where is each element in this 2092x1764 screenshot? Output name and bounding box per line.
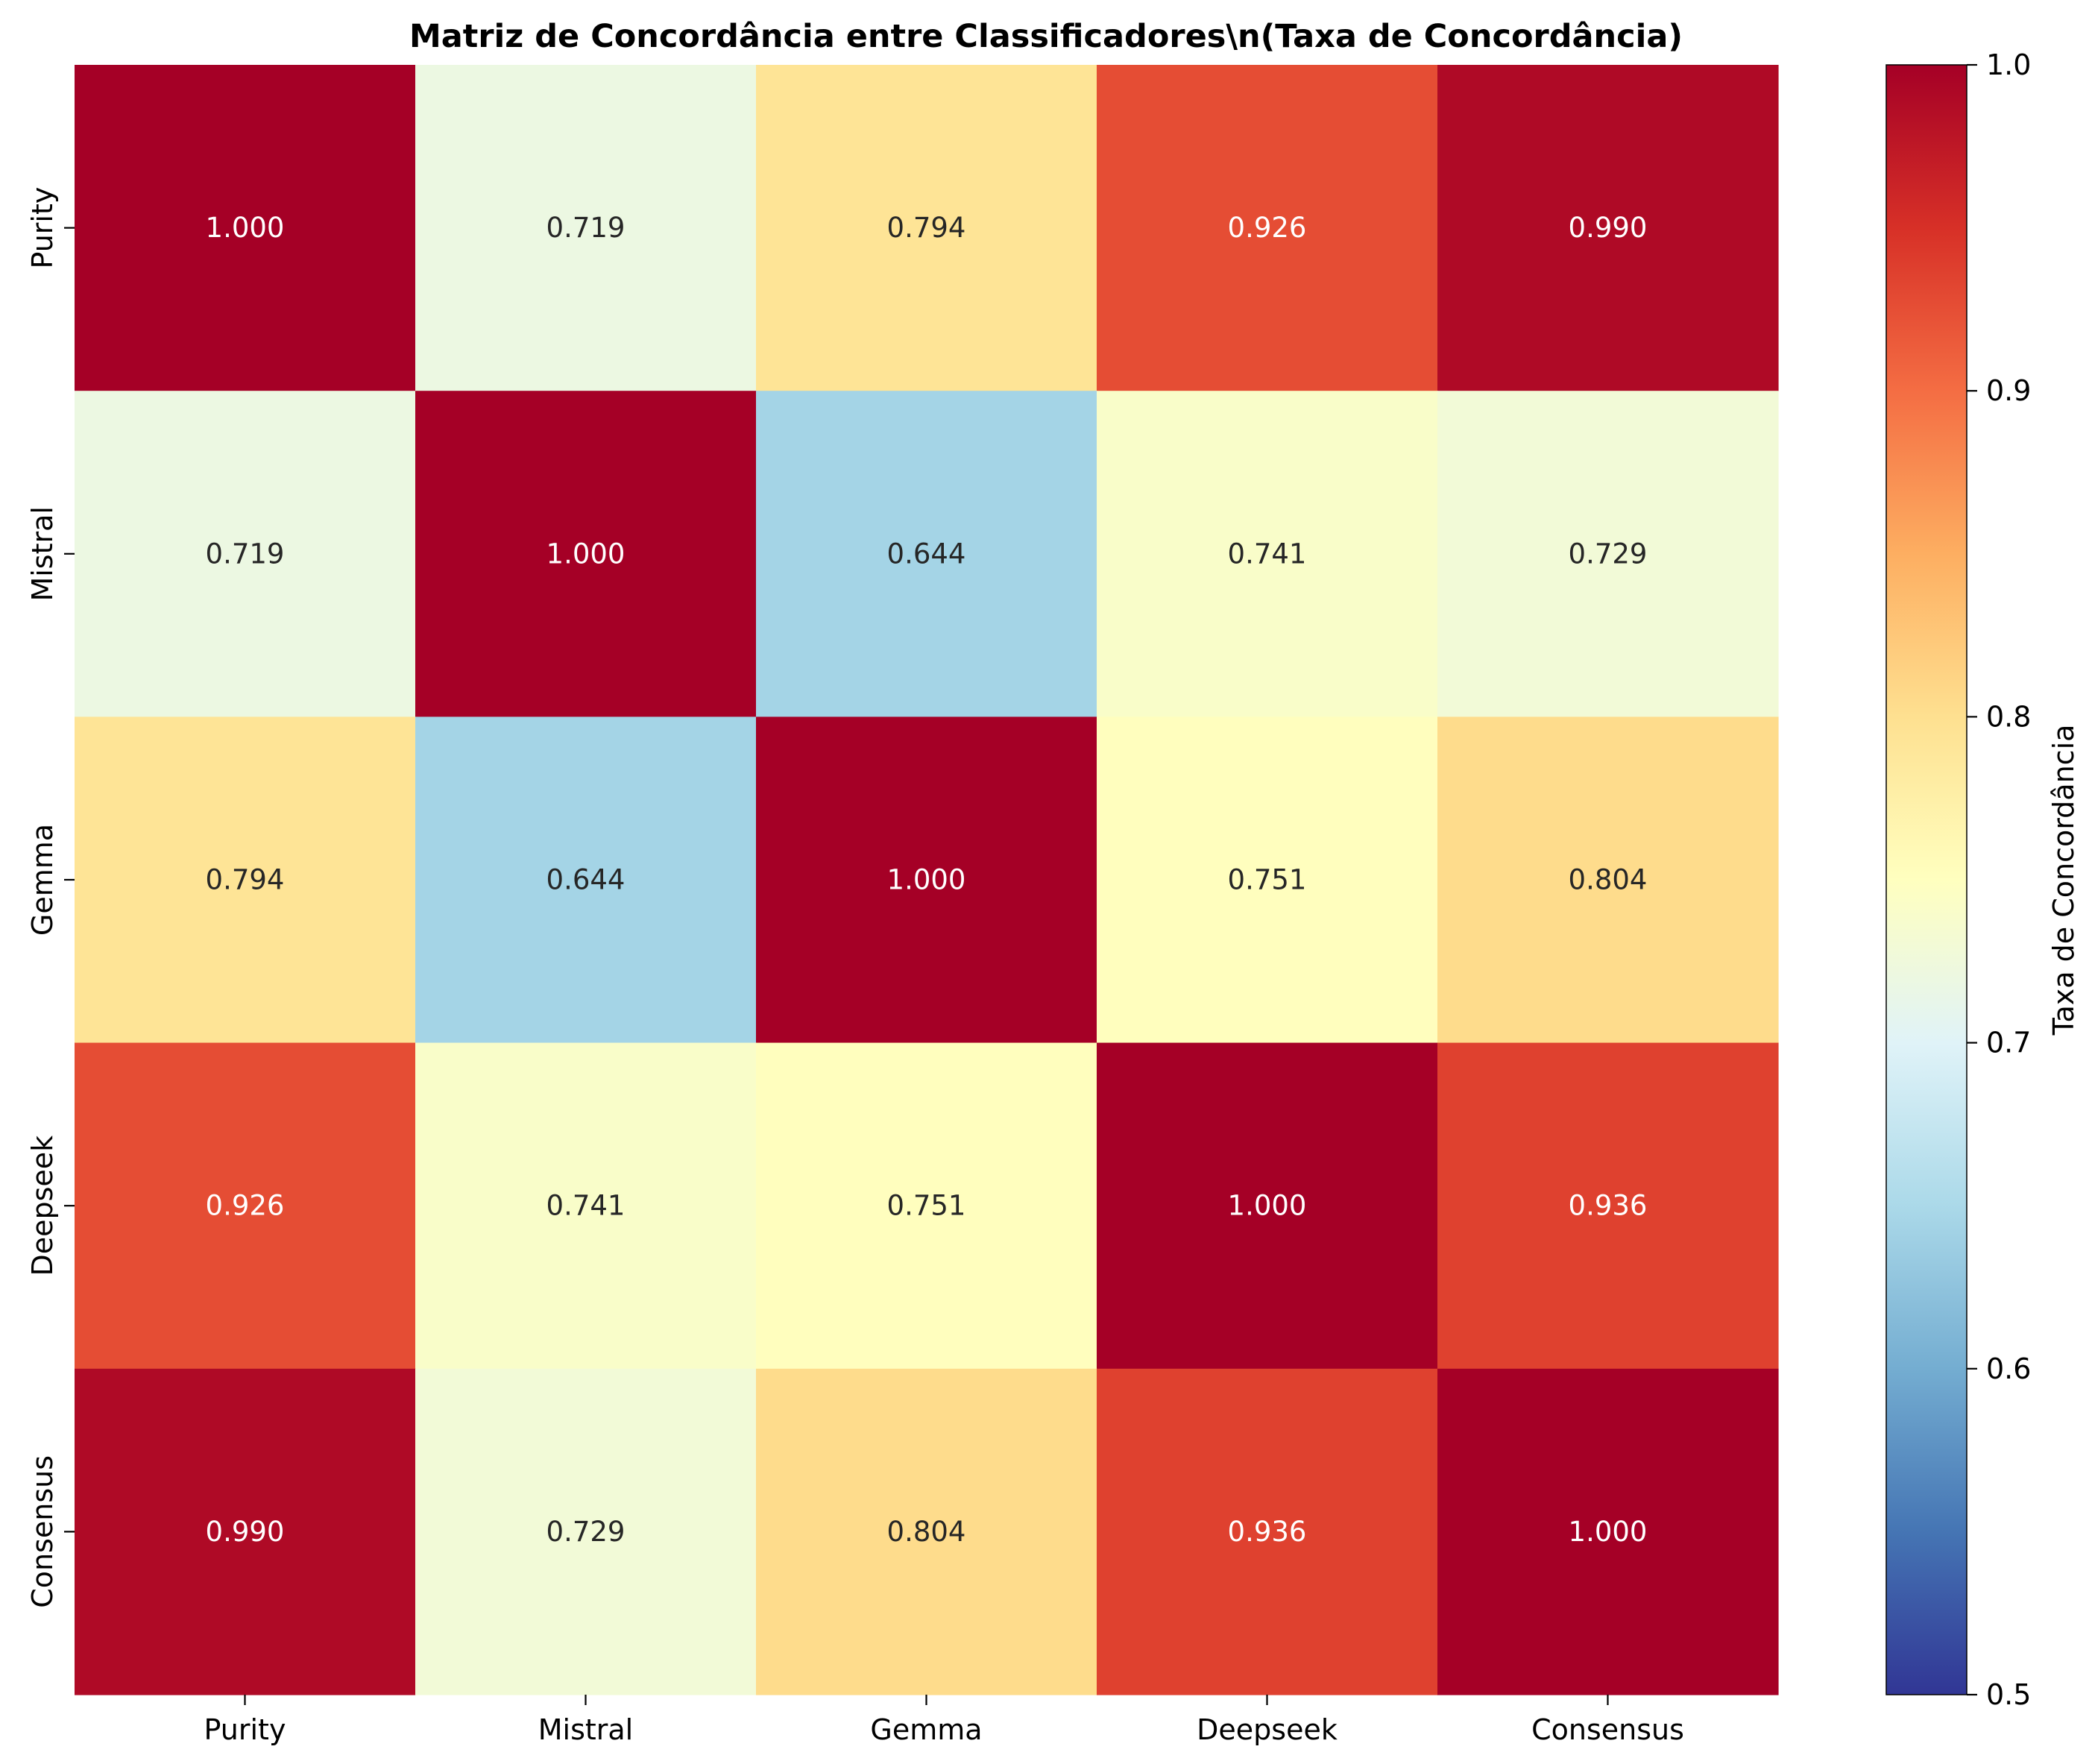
x-tick-label-deepseek: Deepseek: [1197, 1713, 1338, 1746]
cell-value-label: 0.741: [546, 1190, 626, 1222]
cell-value-labels: 1.000 0.719 0.794 0.926 0.990 0.719 1.000 0.644…: [206, 212, 1648, 1548]
heatmap-cell-gemma-gemma: [756, 716, 1097, 1044]
colorbar-tick-label: 0.5: [1986, 1678, 2031, 1711]
x-tick-label-purity: Purity: [204, 1713, 286, 1746]
heatmap-cell-consensus-purity: [75, 1368, 416, 1695]
heatmap-cell-deepseek-deepseek: [1097, 1042, 1438, 1370]
y-tick-label-gemma: Gemma: [26, 824, 59, 936]
y-tick-label-consensus: Consensus: [26, 1455, 59, 1608]
x-tick-label-consensus: Consensus: [1531, 1713, 1684, 1746]
cell-value-label: 0.936: [1228, 1516, 1307, 1548]
cell-value-label: 0.990: [1569, 212, 1648, 244]
cell-value-label: 0.936: [1569, 1190, 1648, 1222]
cell-value-label: 0.804: [887, 1516, 966, 1548]
cell-value-label: 0.751: [887, 1190, 966, 1222]
colorbar-tick-label: 0.6: [1986, 1352, 2031, 1385]
heatmap-cell-purity-mistral: [415, 65, 757, 391]
colorbar-tick-label: 0.7: [1986, 1027, 2031, 1059]
heatmap-axes: Purity Mistral Gemma Deepseek Consensus Purit…: [26, 187, 1684, 1746]
heatmap-cell-gemma-mistral: [415, 716, 757, 1044]
heatmap-cell-consensus-mistral: [415, 1368, 757, 1695]
cell-value-label: 1.000: [206, 212, 285, 244]
colorbar-tick-label: 0.9: [1986, 374, 2031, 407]
colorbar-gradient: [1886, 65, 1967, 1695]
heatmap-cell-purity-purity: [75, 65, 416, 391]
heatmap-cell-deepseek-consensus: [1437, 1042, 1779, 1370]
colorbar-tick-label: 0.8: [1986, 700, 2031, 733]
y-tick-label-mistral: Mistral: [26, 506, 59, 602]
cell-value-label: 0.719: [546, 212, 626, 244]
heatmap-cell-gemma-consensus: [1437, 716, 1779, 1044]
heatmap-cell-purity-consensus: [1437, 65, 1779, 391]
heatmap-cell-purity-gemma: [756, 65, 1097, 391]
y-tick-label-deepseek: Deepseek: [26, 1135, 59, 1276]
cell-value-label: 1.000: [1569, 1516, 1648, 1548]
cell-value-label: 0.794: [887, 212, 966, 244]
colorbar-frame: [1885, 64, 1967, 1695]
cell-value-label: 0.729: [1569, 538, 1648, 570]
cell-value-label: 0.644: [887, 538, 966, 570]
cell-value-label: 0.990: [206, 1516, 285, 1548]
cell-value-label: 0.804: [1569, 864, 1648, 896]
cell-value-label: 1.000: [1228, 1190, 1307, 1222]
cell-value-label: 0.926: [1228, 212, 1307, 244]
cell-value-label: 0.644: [546, 864, 626, 896]
cell-value-label: 0.741: [1228, 538, 1307, 570]
heatmap-cell-mistral-gemma: [756, 391, 1097, 717]
cell-value-label: 0.751: [1228, 864, 1307, 896]
heatmap-cell-consensus-deepseek: [1097, 1368, 1438, 1695]
cell-value-label: 0.926: [206, 1190, 285, 1222]
x-tick-label-mistral: Mistral: [538, 1713, 634, 1746]
heatmap-cell-deepseek-gemma: [756, 1042, 1097, 1370]
heatmap-cell-gemma-deepseek: [1097, 716, 1438, 1044]
x-tick-label-gemma: Gemma: [870, 1713, 982, 1746]
heatmap-cells: [75, 65, 1779, 1695]
chart-title: Matriz de Concordância entre Classificad…: [409, 18, 1683, 55]
heatmap-cell-purity-deepseek: [1097, 65, 1438, 391]
cell-value-label: 0.794: [206, 864, 285, 896]
heatmap-cell-mistral-deepseek: [1097, 391, 1438, 717]
heatmap-cell-consensus-consensus: [1437, 1368, 1779, 1695]
heatmap-cell-mistral-consensus: [1437, 391, 1779, 717]
colorbar-label: Taxa de Concordância: [2047, 725, 2080, 1036]
colorbar-tick-label: 1.0: [1986, 48, 2031, 81]
heatmap-cell-consensus-gemma: [756, 1368, 1097, 1695]
heatmap-cell-mistral-mistral: [415, 391, 757, 717]
cell-value-label: 0.729: [546, 1516, 626, 1548]
heatmap-cell-deepseek-purity: [75, 1042, 416, 1370]
heatmap-cell-gemma-purity: [75, 716, 416, 1044]
colorbar: 0.5 0.6 0.7 0.8 0.9 1.0 Taxa de Concordância: [1885, 48, 2080, 1711]
heatmap-cell-mistral-purity: [75, 391, 416, 717]
cell-value-label: 1.000: [546, 538, 626, 570]
y-tick-label-purity: Purity: [26, 187, 59, 269]
cell-value-label: 0.719: [206, 538, 285, 570]
cell-value-label: 1.000: [887, 864, 966, 896]
heatmap-cell-deepseek-mistral: [415, 1042, 757, 1370]
